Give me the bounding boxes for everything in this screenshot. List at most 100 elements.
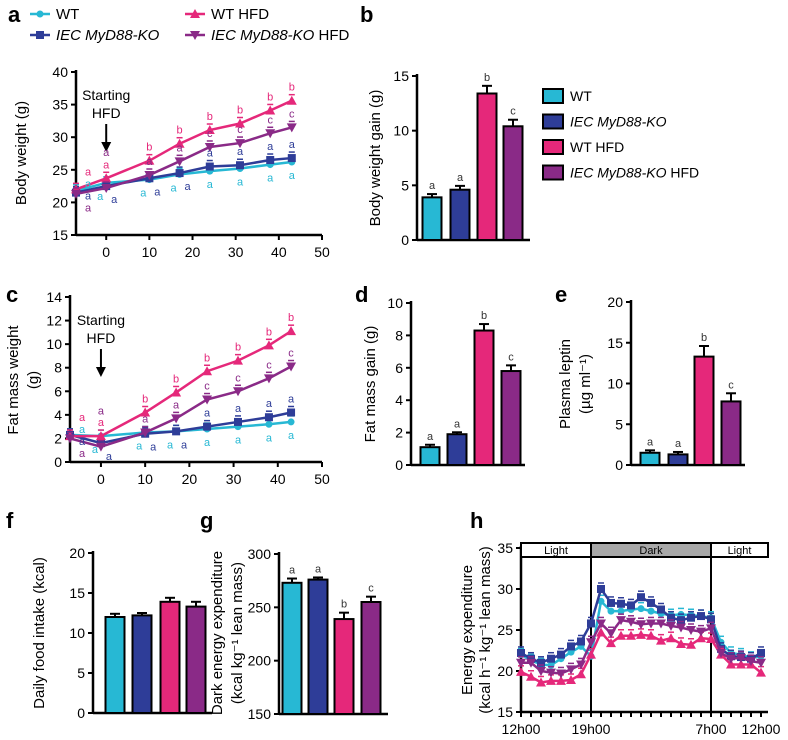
bar-KO_HFD — [360, 601, 382, 715]
significance-letter: a — [204, 437, 211, 449]
data-point — [101, 173, 112, 183]
significance-letter: a — [288, 394, 295, 406]
data-point — [202, 395, 213, 405]
significance-letter: a — [235, 403, 242, 415]
significance-letter: a — [79, 436, 86, 448]
data-point — [756, 658, 766, 668]
legend-marker — [190, 9, 200, 18]
data-point — [707, 615, 715, 624]
data-point — [174, 138, 185, 148]
data-point — [576, 660, 586, 670]
data-point — [696, 627, 706, 637]
data-point — [536, 667, 546, 676]
series-line-WT — [75, 160, 292, 192]
data-point — [616, 616, 626, 626]
y-tick-label: 15 — [52, 227, 68, 243]
data-point — [265, 129, 276, 139]
significance-letter: a — [98, 406, 105, 418]
data-point — [617, 599, 625, 608]
data-point — [746, 657, 756, 667]
data-point — [736, 659, 746, 669]
bar-KO — [667, 453, 689, 466]
panel-h: h Energy expenditure (kcal h⁻¹ kg⁻¹ lean m… — [459, 508, 781, 737]
significance-letter: a — [204, 408, 211, 420]
data-point — [597, 585, 605, 593]
significance-letter: a — [266, 432, 273, 444]
data-point — [265, 420, 273, 428]
y-tick-label: 15 — [497, 704, 513, 720]
y-tick-label: 6 — [54, 383, 62, 399]
legend-swatch — [542, 88, 564, 104]
data-point — [676, 638, 686, 648]
x-tick-label: 20 — [185, 244, 201, 260]
significance-letter: b — [142, 394, 148, 406]
data-point — [647, 598, 655, 607]
legend-marker — [190, 31, 200, 40]
bar-KO_HFD — [500, 370, 522, 467]
series-line-WT_HFD — [75, 99, 293, 191]
data-point — [657, 605, 665, 614]
y-tick-label: 40 — [52, 64, 68, 80]
y-tick-label: 20 — [607, 294, 623, 310]
significance-letter: c — [207, 128, 213, 140]
y-tick-label: 5 — [401, 177, 409, 193]
data-point — [607, 607, 615, 615]
data-point — [517, 648, 525, 657]
y-tick-label: 0 — [401, 232, 409, 248]
panel-e: e Plasma leptin (µg ml⁻¹) 0 5 10 15 20 a a b c — [555, 282, 745, 473]
data-point — [636, 629, 646, 639]
significance-letter: c — [267, 114, 273, 126]
y-tick-label: 4 — [54, 407, 62, 423]
series-line-KO_HFD — [75, 126, 293, 196]
x-tick-label: 12h00 — [742, 721, 781, 737]
y-tick-label: 10 — [69, 625, 85, 641]
bar-KO — [446, 433, 468, 467]
data-point — [537, 658, 545, 667]
data-point — [686, 626, 696, 635]
data-point — [647, 607, 655, 615]
data-point — [556, 675, 566, 685]
bar-WT — [421, 196, 443, 241]
y-tick-label: 15 — [607, 335, 623, 351]
significance-letter: b — [481, 310, 487, 322]
data-point — [235, 118, 245, 128]
data-point — [174, 157, 185, 167]
significance-letter: a — [207, 179, 214, 191]
data-point — [204, 142, 215, 152]
x-tick-label: 19h00 — [572, 721, 611, 737]
data-point — [697, 612, 705, 621]
significance-letter: c — [204, 381, 210, 393]
series-line-KO — [69, 411, 292, 445]
bar-WT_HFD — [333, 618, 355, 715]
bar-KO_HFD — [720, 400, 742, 466]
data-point — [566, 665, 576, 675]
legend-label-plain: HFD — [314, 27, 349, 44]
y-tick-label: 150 — [248, 706, 272, 722]
y-axis-label: Body weight (g) — [13, 101, 30, 205]
data-point — [716, 648, 726, 658]
y-axis-label: (µg ml⁻¹) — [577, 354, 594, 414]
significance-letter: a — [427, 431, 434, 443]
bar-WT — [419, 446, 441, 466]
significance-letter: c — [508, 351, 514, 363]
y-axis-label: Plasma leptin — [557, 339, 574, 429]
bar-WT_HFD — [159, 600, 181, 714]
y-tick-label: 2 — [395, 425, 403, 441]
x-tick-label: 12h00 — [502, 721, 541, 737]
y-tick-label: 5 — [77, 665, 85, 681]
data-point — [676, 623, 686, 633]
data-point — [606, 629, 616, 639]
significance-letter: b — [237, 105, 243, 117]
significance-letter: a — [185, 181, 192, 193]
data-point — [596, 627, 606, 637]
data-point — [586, 638, 596, 648]
data-point — [233, 355, 243, 365]
y-axis-label: Dark energy expenditure — [209, 551, 226, 715]
x-tick-label: 10 — [142, 244, 158, 260]
data-point — [536, 677, 546, 687]
significance-letter: a — [150, 442, 157, 454]
y-tick-label: 35 — [52, 97, 68, 113]
significance-letter: c — [237, 124, 243, 136]
annotation-line1: Starting — [82, 87, 130, 103]
legend-label: IEC MyD88-KO — [56, 27, 160, 44]
